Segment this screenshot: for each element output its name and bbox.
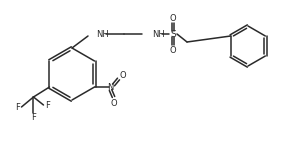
- Text: O: O: [170, 45, 176, 55]
- Text: S: S: [170, 30, 176, 38]
- Text: O: O: [170, 14, 176, 22]
- Text: N: N: [107, 83, 114, 91]
- Text: O: O: [119, 71, 126, 79]
- Text: F: F: [45, 101, 50, 109]
- Text: NH: NH: [96, 30, 109, 38]
- Text: NH: NH: [152, 30, 165, 38]
- Text: O: O: [110, 99, 117, 107]
- Text: F: F: [31, 113, 36, 122]
- Text: F: F: [15, 103, 20, 111]
